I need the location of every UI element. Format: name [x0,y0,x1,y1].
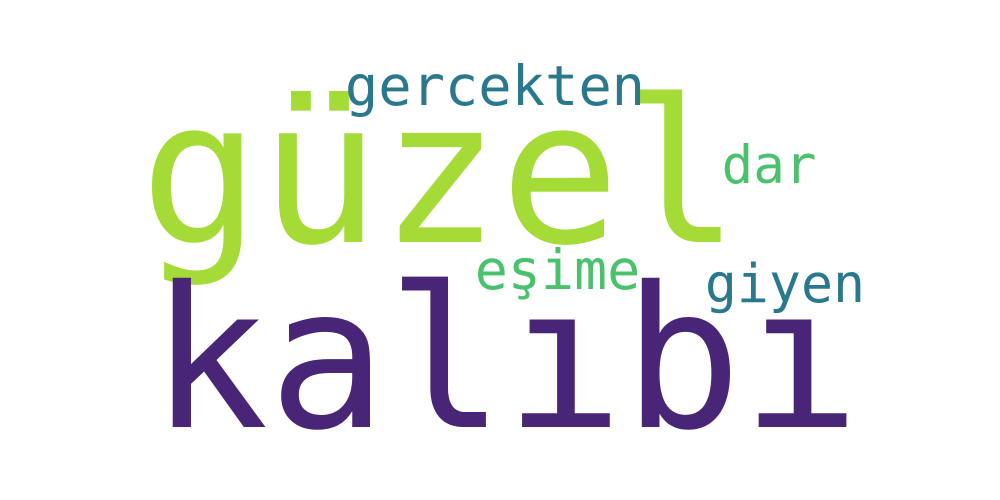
word-guzel: güzel [140,58,740,291]
word-esime: eşime [474,237,641,302]
word-kalibi: kalıbı [150,245,860,474]
word-dar: dar [721,134,817,196]
word-gercekten: gercekten [344,55,646,120]
word-giyen: giyen [704,253,865,316]
